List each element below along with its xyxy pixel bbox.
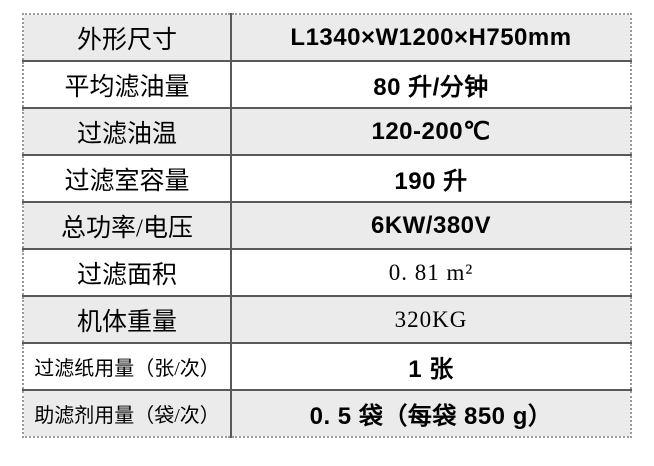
spec-value: 1 张 xyxy=(231,342,631,390)
table-row: 过滤面积 0. 81 m² xyxy=(23,248,631,296)
spec-value: L1340×W1200×H750mm xyxy=(231,14,631,61)
spec-label: 助滤剂用量（袋/次） xyxy=(23,389,232,437)
spec-label: 机体重量 xyxy=(23,295,232,343)
spec-table: 外形尺寸 L1340×W1200×H750mm 平均滤油量 80 升/分钟 过滤… xyxy=(22,13,632,438)
table-row: 过滤室容量 190 升 xyxy=(23,154,631,202)
spec-label: 过滤油温 xyxy=(23,107,232,155)
table-row: 平均滤油量 80 升/分钟 xyxy=(23,60,631,108)
spec-value: 190 升 xyxy=(231,154,631,202)
spec-label: 过滤面积 xyxy=(23,248,232,296)
spec-label: 外形尺寸 xyxy=(23,14,232,61)
table-row: 总功率/电压 6KW/380V xyxy=(23,201,631,249)
table-row: 过滤油温 120-200℃ xyxy=(23,107,631,155)
table-row: 助滤剂用量（袋/次） 0. 5 袋（每袋 850 g） xyxy=(23,389,631,437)
table-row: 过滤纸用量（张/次） 1 张 xyxy=(23,342,631,390)
spec-value: 0. 81 m² xyxy=(231,248,631,296)
spec-value: 6KW/380V xyxy=(231,201,631,249)
spec-value: 320KG xyxy=(231,295,631,343)
spec-label: 过滤纸用量（张/次） xyxy=(23,342,232,390)
table-row: 机体重量 320KG xyxy=(23,295,631,343)
spec-value: 120-200℃ xyxy=(231,107,631,155)
spec-label: 平均滤油量 xyxy=(23,60,232,108)
spec-value: 80 升/分钟 xyxy=(231,60,631,108)
spec-table-body: 外形尺寸 L1340×W1200×H750mm 平均滤油量 80 升/分钟 过滤… xyxy=(23,14,631,437)
spec-label: 过滤室容量 xyxy=(23,154,232,202)
spec-value: 0. 5 袋（每袋 850 g） xyxy=(231,389,631,437)
spec-label: 总功率/电压 xyxy=(23,201,232,249)
table-row: 外形尺寸 L1340×W1200×H750mm xyxy=(23,14,631,61)
